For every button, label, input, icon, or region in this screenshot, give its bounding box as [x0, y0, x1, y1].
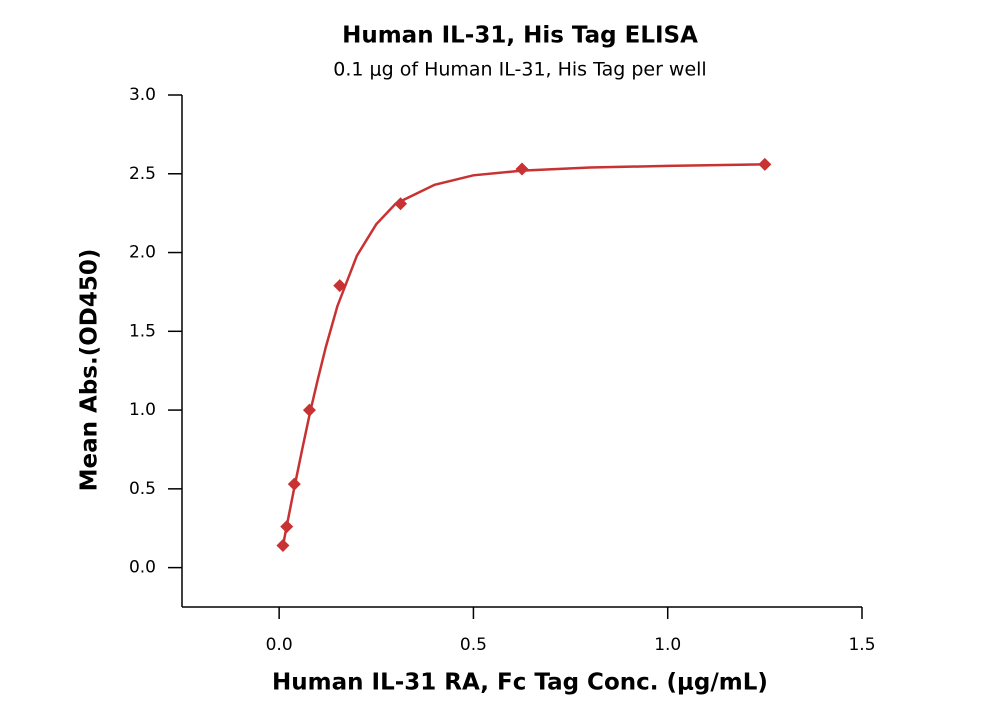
y-tick-label: 1.5 [129, 321, 156, 341]
data-point [758, 157, 772, 171]
y-tick-label: 2.0 [129, 243, 156, 263]
chart-subtitle: 0.1 μg of Human IL-31, His Tag per well [333, 59, 706, 81]
x-tick-label: 0.5 [460, 635, 487, 655]
x-tick-label: 1.0 [654, 635, 681, 655]
data-point [287, 477, 301, 491]
y-axis-label: Mean Abs.(OD450) [77, 249, 103, 492]
x-tick-label: 1.5 [848, 635, 875, 655]
fit-curve [281, 163, 765, 546]
data-point [515, 162, 529, 176]
data-point [302, 403, 316, 417]
data-point [394, 197, 408, 211]
data-point [333, 279, 347, 293]
y-tick-label: 2.5 [129, 164, 156, 184]
y-tick-label: 1.0 [129, 400, 156, 420]
y-tick-label: 0.5 [129, 479, 156, 499]
x-axis-label: Human IL-31 RA, Fc Tag Conc. (μg/mL) [272, 670, 768, 696]
x-tick-label: 0.0 [266, 635, 293, 655]
y-tick-label: 0.0 [129, 558, 156, 578]
data-point [280, 520, 294, 534]
data-point [276, 539, 290, 553]
chart-title: Human IL-31, His Tag ELISA [342, 23, 698, 49]
y-tick-label: 3.0 [129, 85, 156, 105]
